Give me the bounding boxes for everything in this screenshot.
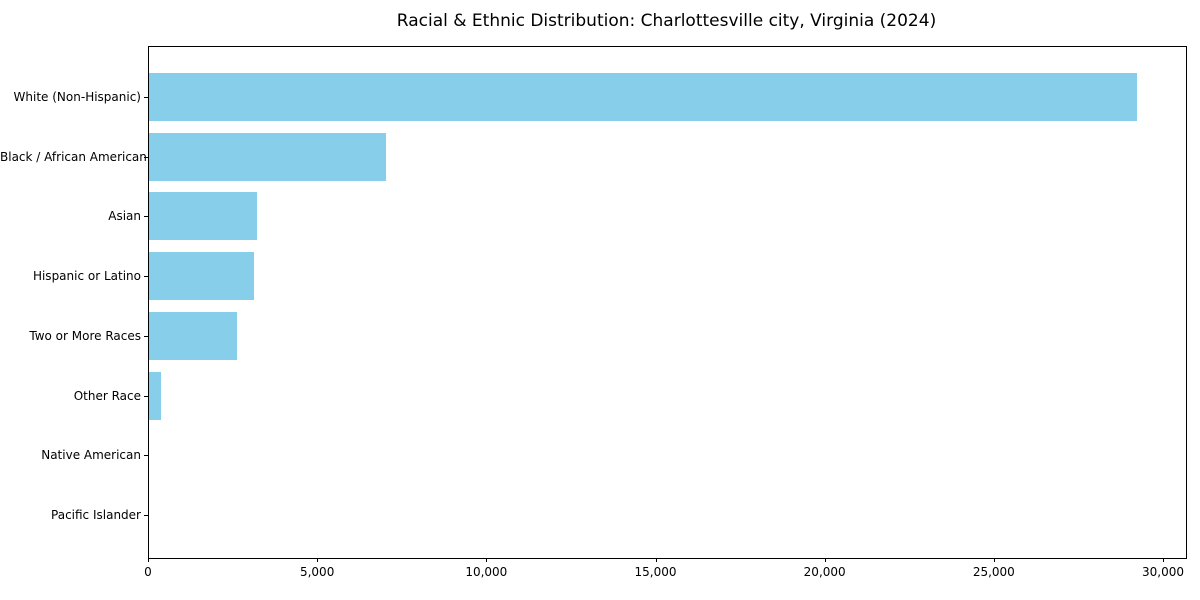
y-axis-label-other-race: Other Race: [73, 388, 141, 403]
x-tick-label: 5,000: [299, 565, 335, 579]
bar-two-or-more-races: [149, 311, 237, 360]
x-tick: [148, 558, 149, 562]
y-tick: [144, 335, 148, 337]
x-tick: [655, 558, 657, 562]
y-axis-label-two-or-more-races: Two or More Races: [29, 328, 141, 343]
y-tick: [144, 216, 148, 218]
y-tick: [144, 156, 148, 158]
x-tick-label: 0: [144, 565, 152, 579]
y-axis-label-asian: Asian: [108, 209, 141, 224]
x-tick-label: 15,000: [634, 565, 677, 579]
x-tick: [317, 558, 319, 562]
x-tick-label: 20,000: [803, 565, 846, 579]
y-axis-label-black-african-american: Black / African American: [0, 149, 147, 164]
bar-hispanic-or-latino: [149, 252, 254, 301]
y-tick: [144, 276, 148, 278]
chart-title: Racial & Ethnic Distribution: Charlottes…: [396, 11, 937, 31]
y-tick: [144, 514, 148, 516]
x-tick: [824, 558, 826, 562]
y-axis-labels: White (Non-Hispanic) Black / African Amer…: [0, 0, 147, 600]
bar-black-african-american: [149, 132, 386, 181]
y-tick: [144, 395, 148, 397]
x-tick-label: 10,000: [465, 565, 508, 579]
x-tick: [1163, 558, 1164, 562]
bar-asian: [149, 192, 258, 241]
y-axis-label-white-non-hispanic: White (Non-Hispanic): [13, 90, 141, 104]
y-axis-label-hispanic-or-latino: Hispanic or Latino: [32, 269, 141, 284]
x-tick: [993, 558, 995, 562]
plot-area: [148, 46, 1187, 559]
y-tick: [144, 97, 148, 98]
x-tick-label: 30,000: [1142, 565, 1184, 579]
y-axis-label-native-american: Native American: [41, 448, 141, 463]
y-tick: [144, 455, 148, 457]
x-tick: [486, 558, 488, 562]
bar-white-non-hispanic: [149, 73, 1137, 121]
y-axis-label-pacific-islander: Pacific Islander: [51, 507, 141, 522]
bar-other-race: [149, 371, 161, 420]
x-tick-label: 25,000: [972, 565, 1015, 579]
